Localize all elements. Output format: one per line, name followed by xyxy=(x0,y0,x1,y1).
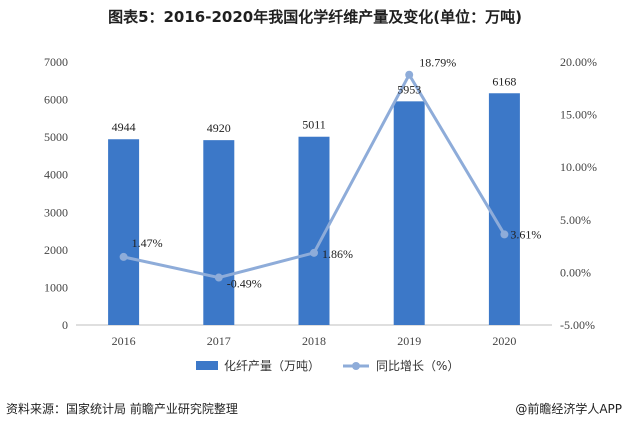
bar xyxy=(108,139,140,325)
y-left-tick-label: 0 xyxy=(62,318,68,332)
y-left-tick-label: 7000 xyxy=(44,55,68,69)
y-right-tick-label: 15.00% xyxy=(560,108,597,122)
line-point xyxy=(405,70,414,79)
source-note: 资料来源：国家统计局 前瞻产业研究院整理 xyxy=(6,402,238,416)
line-point xyxy=(500,230,509,239)
x-tick-label: 2020 xyxy=(492,334,516,348)
line-value-label: 1.47% xyxy=(132,236,163,250)
line-point xyxy=(119,252,128,261)
y-right-tick-label: 20.00% xyxy=(560,55,597,69)
line-value-label: 18.79% xyxy=(419,56,456,70)
chart-axes: 0 1000 2000 3000 4000 5000 6000 7000 -5.00% 0.00%… xyxy=(44,55,597,348)
bar-value-label: 4920 xyxy=(207,121,231,135)
bar-value-label: 6168 xyxy=(492,74,516,88)
legend-label-line: 同比增长（%） xyxy=(376,359,459,373)
y-right-tick-label: -5.00% xyxy=(560,318,595,332)
bar-series xyxy=(108,93,520,326)
y-left-tick-label: 6000 xyxy=(44,93,68,107)
line-value-label: 1.86% xyxy=(322,247,353,261)
y-right-tick-label: 5.00% xyxy=(560,213,591,227)
brand-credit: @前瞻经济学人APP xyxy=(515,402,622,416)
line-series xyxy=(119,70,509,282)
x-tick-label: 2016 xyxy=(112,334,136,348)
bar-value-label: 5953 xyxy=(397,82,421,96)
legend-label-bar: 化纤产量（万吨） xyxy=(224,359,320,373)
y-left-tick-label: 3000 xyxy=(44,205,68,219)
bar-value-label: 5011 xyxy=(302,118,326,132)
y-right-tick-label: 10.00% xyxy=(560,160,597,174)
legend-marker-line xyxy=(352,362,360,370)
y-left-tick-label: 1000 xyxy=(44,280,68,294)
x-tick-label: 2018 xyxy=(302,334,326,348)
y-left-tick-label: 5000 xyxy=(44,130,68,144)
y-left-tick-label: 2000 xyxy=(44,243,68,257)
bar xyxy=(488,93,520,325)
line-value-label: 3.61% xyxy=(510,227,541,241)
x-tick-label: 2019 xyxy=(397,334,421,348)
x-tick-label: 2017 xyxy=(207,334,231,348)
data-labels: 4944 4920 5011 5953 6168 1.47% -0.49% 1.86% 18.7… xyxy=(112,56,542,291)
y-right-tick-label: 0.00% xyxy=(560,265,591,279)
bar-value-label: 4944 xyxy=(112,120,136,134)
y-left-tick-label: 4000 xyxy=(44,168,68,182)
chart-title: 图表5：2016-2020年我国化学纤维产量及变化(单位：万吨) xyxy=(108,8,522,26)
bar xyxy=(393,101,425,326)
line-value-label: -0.49% xyxy=(227,277,262,291)
legend-swatch-bar xyxy=(196,361,218,370)
line-point xyxy=(214,273,223,282)
chart-legend: 化纤产量（万吨） 同比增长（%） xyxy=(196,359,459,373)
line-point xyxy=(310,248,318,257)
bar xyxy=(203,140,235,325)
